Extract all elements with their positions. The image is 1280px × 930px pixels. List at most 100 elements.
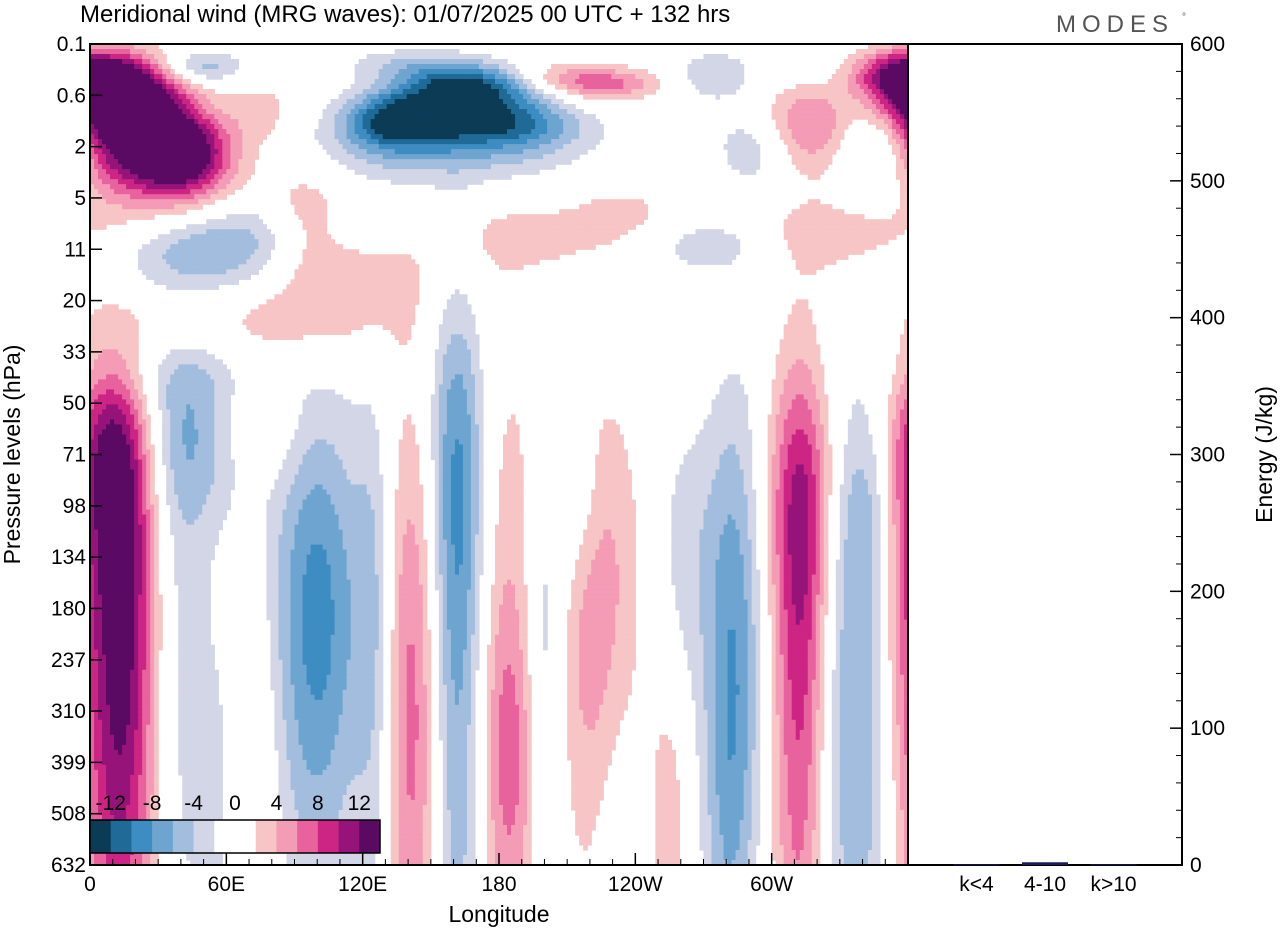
heatmap-cell	[334, 134, 340, 140]
heatmap-cell	[142, 54, 147, 60]
heatmap-cell	[146, 164, 151, 170]
heatmap-cell	[362, 114, 368, 120]
heatmap-cell	[318, 219, 324, 225]
heatmap-cell	[719, 89, 725, 95]
heatmap-cell	[386, 264, 392, 270]
heatmap-cell	[426, 79, 432, 85]
heatmap-cell	[719, 79, 725, 85]
heatmap-cell	[226, 129, 231, 135]
heatmap-cell	[166, 174, 171, 180]
heatmap-cell	[410, 159, 416, 165]
heatmap-cell	[406, 269, 412, 275]
heatmap-cell	[519, 254, 524, 260]
heatmap-cell	[250, 104, 255, 110]
heatmap-cell	[350, 104, 356, 110]
heatmap-cell	[490, 64, 496, 70]
heatmap-cell	[819, 124, 825, 130]
heatmap-cell	[314, 284, 320, 290]
heatmap-cell	[883, 224, 889, 230]
heatmap-cell	[202, 229, 207, 235]
heatmap-cell	[202, 279, 207, 285]
heatmap-cell	[146, 209, 151, 215]
heatmap-cell	[230, 174, 235, 180]
heatmap-cell	[531, 254, 536, 260]
heatmap-cell	[234, 214, 239, 220]
heatmap-cell	[118, 214, 123, 220]
heatmap-cell	[222, 264, 227, 270]
heatmap-cell	[362, 279, 368, 285]
heatmap-cell	[731, 74, 737, 80]
heatmap-cell	[182, 179, 187, 185]
heatmap-cell	[330, 144, 336, 150]
heatmap-cell	[751, 149, 757, 155]
heatmap-cell	[142, 84, 147, 90]
heatmap-cell	[90, 209, 95, 215]
heatmap-cell	[422, 84, 428, 90]
heatmap-cell	[394, 269, 400, 275]
heatmap-cell	[146, 84, 151, 90]
heatmap-cell	[466, 59, 472, 65]
heatmap-cell	[142, 149, 147, 155]
heatmap-cell	[230, 259, 235, 265]
heatmap-cell	[575, 84, 580, 90]
heatmap-cell	[394, 144, 400, 150]
heatmap-cell	[90, 89, 95, 95]
heatmap-cell	[102, 139, 107, 145]
heatmap-cell	[871, 244, 877, 250]
heatmap-cell	[595, 224, 600, 230]
heatmap-cell	[154, 279, 159, 285]
heatmap-cell	[250, 264, 255, 270]
heatmap-cell	[503, 139, 508, 145]
heatmap-cell	[871, 49, 877, 55]
heatmap-cell	[118, 159, 123, 165]
heatmap-cell	[130, 204, 135, 210]
heatmap-cell	[731, 244, 737, 250]
heatmap-cell	[170, 189, 175, 195]
heatmap-cell	[238, 164, 243, 170]
heatmap-cell	[575, 129, 580, 135]
heatmap-cell	[446, 164, 452, 170]
heatmap-cell	[583, 209, 588, 215]
heatmap-cell	[126, 64, 131, 70]
heatmap-cell	[519, 149, 524, 155]
heatmap-cell	[182, 99, 187, 105]
heatmap-cell	[603, 69, 608, 75]
heatmap-cell	[126, 69, 131, 75]
heatmap-cell	[743, 139, 749, 145]
heatmap-cell	[330, 274, 336, 280]
heatmap-cell	[198, 104, 203, 110]
heatmap-cell	[571, 154, 576, 160]
heatmap-cell	[354, 164, 360, 170]
heatmap-cell	[206, 64, 211, 70]
heatmap-cell	[418, 144, 424, 150]
heatmap-cell	[190, 114, 195, 120]
heatmap-cell	[182, 174, 187, 180]
brand-logo-text: MODES	[1056, 11, 1174, 38]
heatmap-cell	[895, 74, 901, 80]
heatmap-cell	[354, 109, 360, 115]
heatmap-cell	[158, 174, 163, 180]
heatmap-cell	[142, 264, 147, 270]
heatmap-cell	[138, 164, 143, 170]
heatmap-cell	[146, 159, 151, 165]
heatmap-cell	[482, 134, 488, 140]
heatmap-cell	[150, 94, 155, 100]
heatmap-cell	[294, 284, 300, 290]
heatmap-cell	[306, 264, 312, 270]
heatmap-cell	[390, 144, 396, 150]
heatmap-cell	[230, 149, 235, 155]
heatmap-cell	[531, 99, 536, 105]
heatmap-cell	[146, 189, 151, 195]
heatmap-cell	[743, 134, 749, 140]
heatmap-cell	[843, 64, 849, 70]
heatmap-cell	[635, 79, 640, 85]
heatmap-cell	[98, 179, 103, 185]
heatmap-cell	[551, 224, 556, 230]
heatmap-cell	[262, 249, 268, 255]
heatmap-cell	[358, 134, 364, 140]
heatmap-cell	[174, 209, 179, 215]
heatmap-cell	[583, 139, 588, 145]
heatmap-cell	[583, 74, 588, 80]
heatmap-cell	[887, 229, 893, 235]
heatmap-cell	[799, 164, 805, 170]
